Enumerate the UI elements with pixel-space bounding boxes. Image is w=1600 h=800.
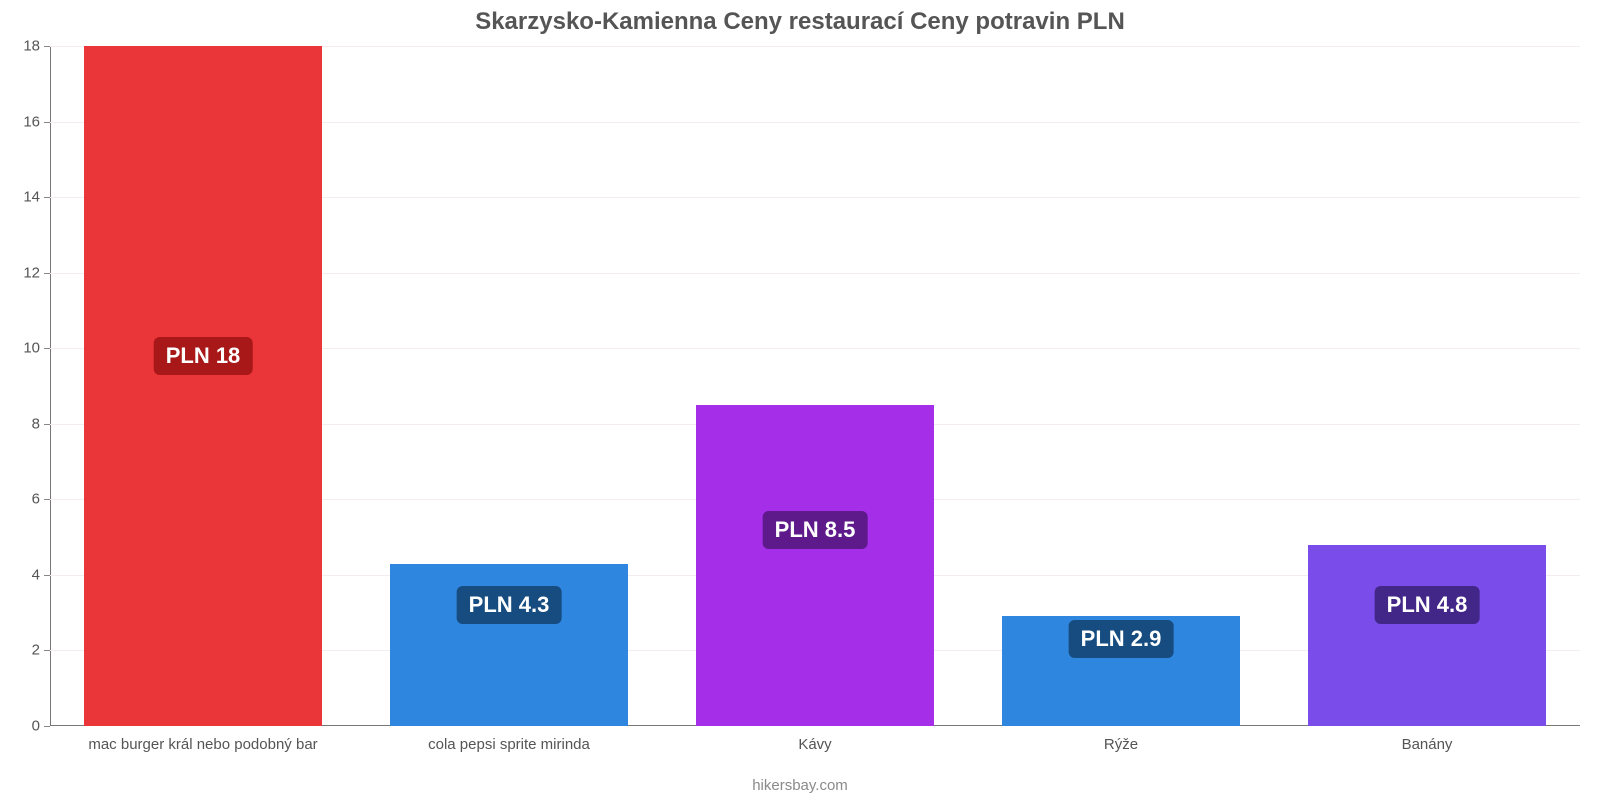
- y-tick-label: 6: [32, 491, 40, 508]
- x-category-label: Rýže: [1104, 736, 1138, 753]
- y-tick-mark: [44, 348, 50, 349]
- value-badge: PLN 8.5: [763, 511, 868, 549]
- y-tick-label: 0: [32, 718, 40, 735]
- chart-footer: hikersbay.com: [0, 777, 1600, 794]
- y-tick-mark: [44, 726, 50, 727]
- y-tick-mark: [44, 424, 50, 425]
- plot-area: 024681012141618PLN 18mac burger král neb…: [50, 46, 1580, 726]
- y-tick-label: 16: [23, 113, 40, 130]
- y-tick-label: 14: [23, 189, 40, 206]
- value-badge: PLN 4.8: [1375, 586, 1480, 624]
- y-tick-mark: [44, 499, 50, 500]
- value-badge: PLN 2.9: [1069, 620, 1174, 658]
- chart-title: Skarzysko-Kamienna Ceny restaurací Ceny …: [0, 8, 1600, 36]
- x-category-label: mac burger král nebo podobný bar: [88, 736, 317, 753]
- y-tick-mark: [44, 575, 50, 576]
- bar: [696, 405, 935, 726]
- y-tick-mark: [44, 122, 50, 123]
- x-category-label: Banány: [1402, 736, 1453, 753]
- y-axis-line: [50, 46, 51, 726]
- bar: [1308, 545, 1547, 726]
- chart-container: Skarzysko-Kamienna Ceny restaurací Ceny …: [0, 0, 1600, 800]
- y-tick-label: 10: [23, 340, 40, 357]
- y-tick-label: 12: [23, 264, 40, 281]
- value-badge: PLN 18: [154, 337, 253, 375]
- y-tick-mark: [44, 197, 50, 198]
- bar: [84, 46, 323, 726]
- y-tick-label: 8: [32, 415, 40, 432]
- y-tick-mark: [44, 46, 50, 47]
- y-tick-label: 4: [32, 566, 40, 583]
- y-tick-mark: [44, 273, 50, 274]
- x-category-label: cola pepsi sprite mirinda: [428, 736, 590, 753]
- y-tick-label: 2: [32, 642, 40, 659]
- y-tick-label: 18: [23, 38, 40, 55]
- y-tick-mark: [44, 650, 50, 651]
- value-badge: PLN 4.3: [457, 586, 562, 624]
- x-category-label: Kávy: [798, 736, 831, 753]
